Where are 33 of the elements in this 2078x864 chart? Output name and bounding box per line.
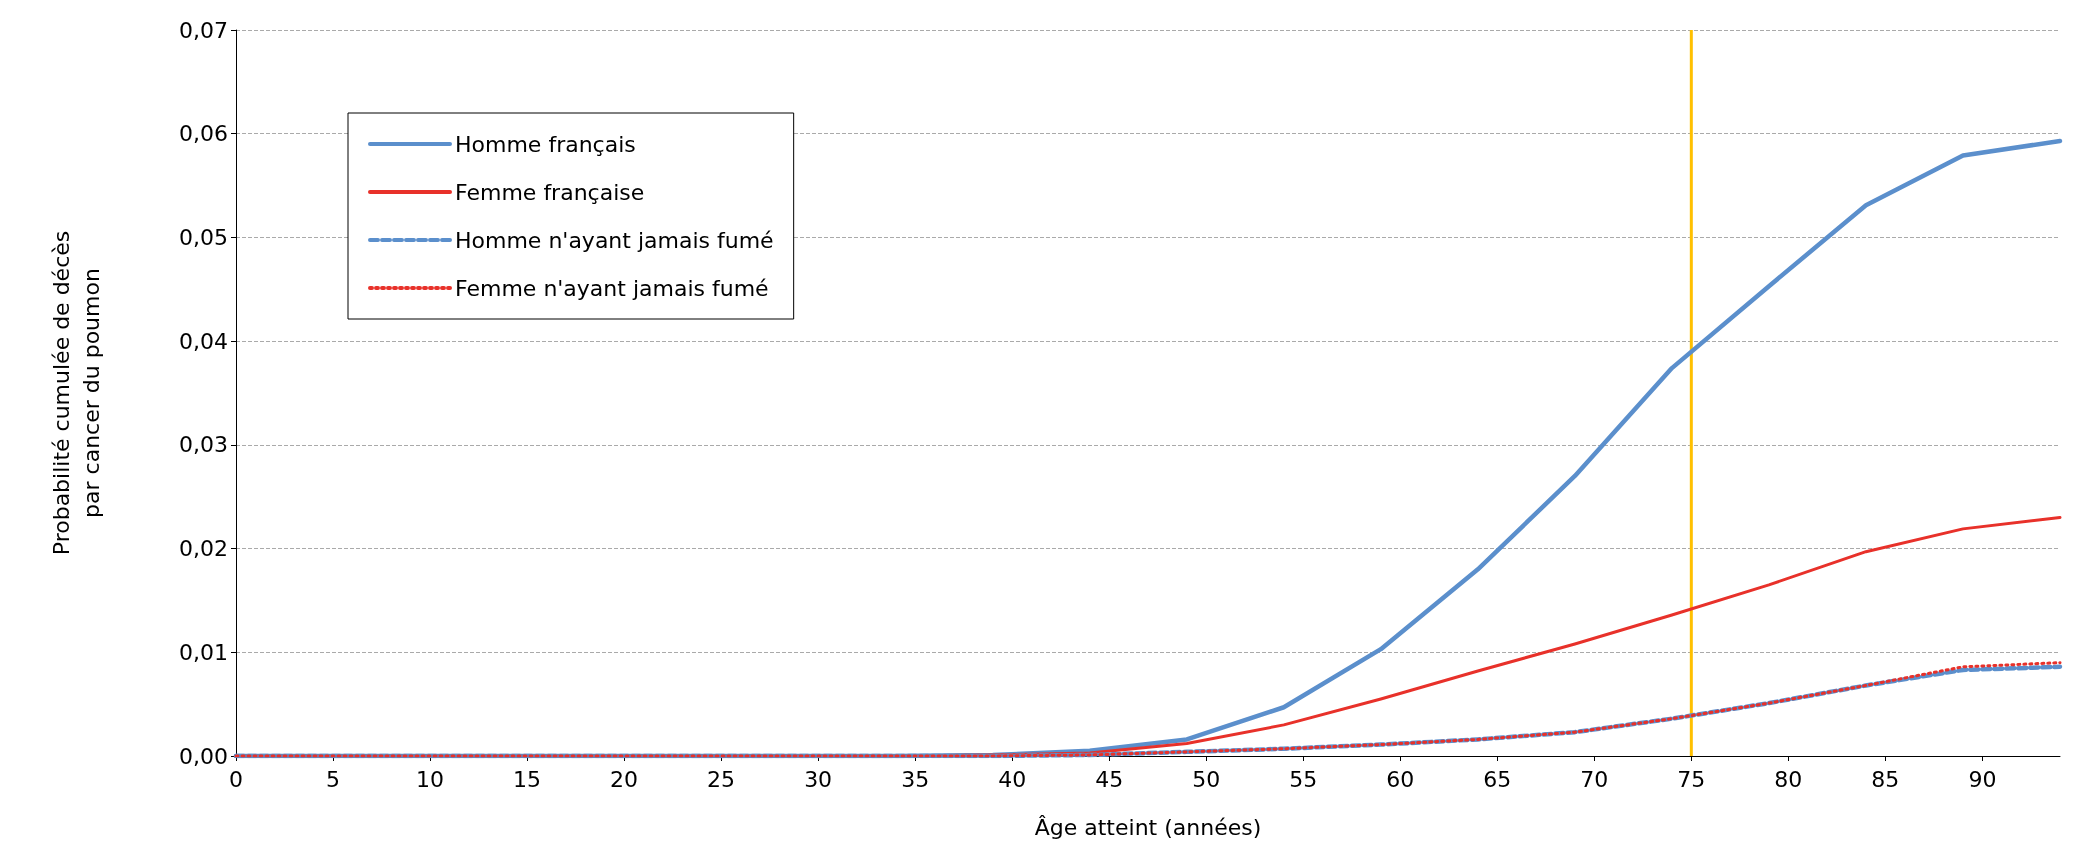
y-tick-label: 0,06 <box>179 121 228 147</box>
x-tick-label: 45 <box>1095 766 1124 792</box>
x-tick-label: 0 <box>229 766 243 792</box>
x-tick-label: 30 <box>804 766 833 792</box>
y-tick-label: 0,01 <box>179 639 228 665</box>
x-tick-label: 60 <box>1386 766 1415 792</box>
x-tick-label: 80 <box>1774 766 1803 792</box>
y-tick-label: 0,04 <box>179 328 228 354</box>
x-tick-label: 35 <box>901 766 930 792</box>
legend-label: Femme n'ayant jamais fumé <box>455 275 769 301</box>
x-tick-label: 20 <box>610 766 639 792</box>
y-tick-label: 0,03 <box>179 432 228 458</box>
x-tick-label: 85 <box>1871 766 1900 792</box>
legend-label: Femme française <box>455 179 645 205</box>
y-tick-label: 0,05 <box>179 224 228 250</box>
x-tick-label: 55 <box>1289 766 1318 792</box>
y-axis-title: Probabilité cumulée de décès par cancer du poumon <box>48 230 104 556</box>
x-tick-label: 75 <box>1677 766 1706 792</box>
x-tick-label: 65 <box>1483 766 1512 792</box>
x-tick-label: 15 <box>513 766 542 792</box>
x-tick-label: 70 <box>1580 766 1609 792</box>
x-tick-label: 90 <box>1968 766 1997 792</box>
x-tick-label: 40 <box>998 766 1027 792</box>
x-tick-label: 5 <box>326 766 341 792</box>
legend-label: Homme n'ayant jamais fumé <box>455 227 774 253</box>
y-tick-label: 0,00 <box>179 743 228 769</box>
y-tick-label: 0,07 <box>179 17 228 43</box>
y-tick-label: 0,02 <box>179 536 228 562</box>
x-tick-label: 25 <box>707 766 736 792</box>
x-axis-title: Âge atteint (années) <box>1034 814 1262 840</box>
x-tick-label: 10 <box>416 766 445 792</box>
legend-label: Homme français <box>455 131 636 157</box>
x-tick-label: 50 <box>1192 766 1221 792</box>
